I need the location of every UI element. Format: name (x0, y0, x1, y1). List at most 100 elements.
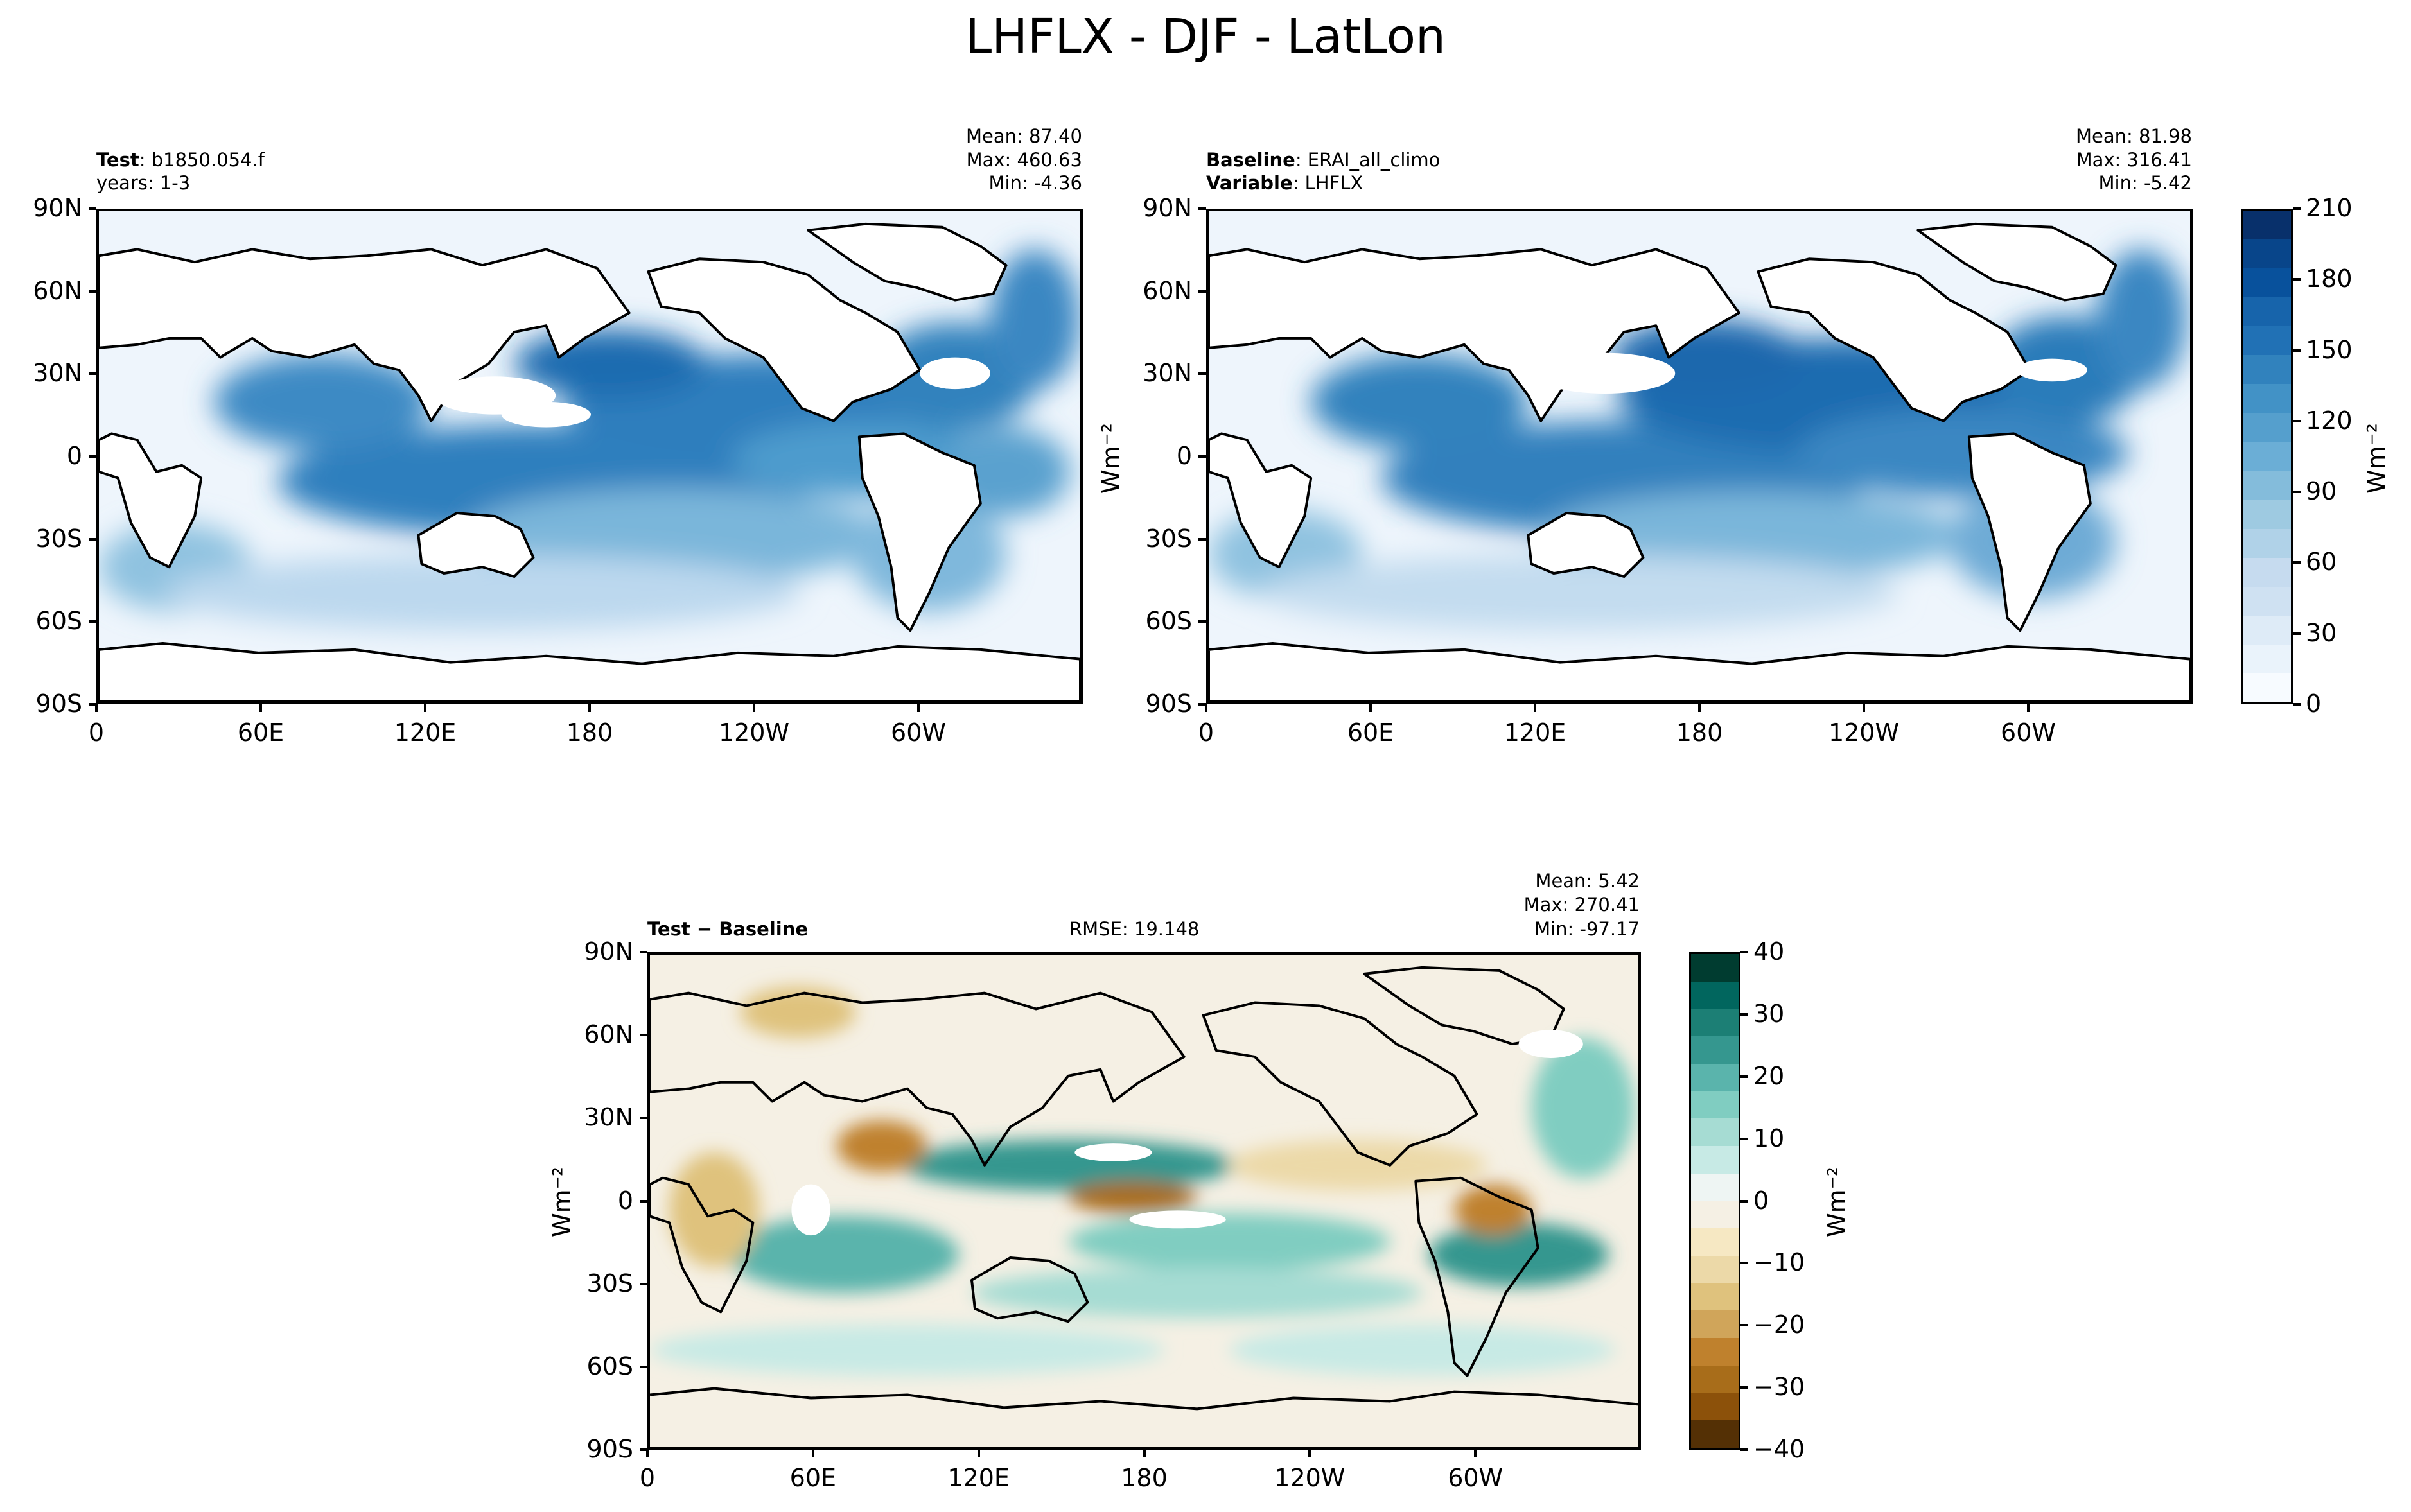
diff-lon-tickmark-5 (1474, 1450, 1477, 1457)
top-colorbar-color-12 (2243, 326, 2291, 356)
test-lat-tick-6: 90S (35, 690, 82, 718)
diff-colorbar-tick-4: 0 (1753, 1186, 1769, 1215)
baseline-lat-tick-6: 90S (1145, 690, 1192, 718)
baseline-label: Baseline: ERAI_all_climo (1206, 149, 1440, 171)
test-lon-tickmark-5 (917, 704, 920, 712)
top-colorbar-tickmark-0 (2293, 207, 2301, 210)
diff-lat-tick-1: 60N (584, 1020, 633, 1049)
diff-colorbar-color-0 (1691, 1420, 1739, 1448)
diff-colorbar (1689, 952, 1740, 1450)
top-colorbar-color-6 (2243, 500, 2291, 529)
diff-lat-tickmark-6 (640, 1448, 647, 1451)
top-colorbar-tick-7: 0 (2306, 690, 2322, 718)
baseline-lon-tick-5: 60W (2001, 718, 2056, 747)
test-lon-tick-2: 120E (394, 718, 457, 747)
top-colorbar-tickmark-5 (2293, 561, 2301, 564)
diff-lat-tick-4: 30S (586, 1269, 633, 1298)
baseline-lon-tick-2: 120E (1504, 718, 1566, 747)
diff-lat-tick-6: 90S (586, 1435, 633, 1463)
top-colorbar-color-4 (2243, 557, 2291, 587)
diff-colorbar-tick-1: 30 (1753, 999, 1785, 1028)
test-lat-tickmark-2 (89, 372, 96, 376)
test-lon-tickmark-3 (588, 704, 591, 712)
top-colorbar-color-2 (2243, 615, 2291, 645)
diff-lon-tick-5: 60W (1448, 1464, 1504, 1492)
diff-lon-tickmark-3 (1143, 1450, 1146, 1457)
diff-map (647, 952, 1641, 1450)
baseline-lat-tick-5: 60S (1145, 607, 1192, 636)
test-max: Max: 460.63 (966, 149, 1082, 171)
top-colorbar-color-16 (2243, 211, 2291, 240)
test-lon-tickmark-1 (259, 704, 262, 712)
top-colorbar-tickmark-2 (2293, 349, 2301, 352)
top-colorbar-tick-0: 210 (2306, 194, 2353, 222)
diff-label: Test − Baseline (647, 918, 808, 940)
diff-colorbar-color-15 (1691, 1009, 1739, 1037)
diff-colorbar-tickmark-1 (1740, 1012, 1748, 1016)
baseline-field (1209, 211, 2190, 702)
test-map (96, 209, 1083, 704)
figure-title: LHFLX - DJF - LatLon (965, 9, 1446, 64)
baseline-lat-tick-2: 30N (1143, 359, 1192, 388)
diff-lon-tick-0: 0 (639, 1464, 656, 1492)
baseline-variable-rest: : LHFLX (1292, 172, 1363, 194)
top-colorbar-color-0 (2243, 673, 2291, 702)
diff-lat-tickmark-2 (640, 1117, 647, 1120)
top-colorbar-tick-1: 180 (2306, 265, 2353, 293)
top-colorbar-color-15 (2243, 239, 2291, 269)
test-lon-tick-5: 60W (891, 718, 946, 747)
diff-colorbar-tickmark-7 (1740, 1386, 1748, 1389)
top-colorbar-tickmark-7 (2293, 703, 2301, 706)
test-lon-tick-3: 180 (566, 718, 613, 747)
top-colorbar-color-14 (2243, 268, 2291, 298)
diff-colorbar-color-10 (1691, 1146, 1739, 1174)
diff-colorbar-tick-5: −10 (1753, 1248, 1805, 1277)
diff-colorbar-color-4 (1691, 1310, 1739, 1339)
top-colorbar-color-3 (2243, 586, 2291, 616)
test-lat-tickmark-1 (89, 290, 96, 293)
top-colorbar-color-1 (2243, 644, 2291, 673)
top-colorbar-tickmark-1 (2293, 278, 2301, 281)
baseline-mean: Mean: 81.98 (2075, 125, 2192, 147)
test-lon-tick-0: 0 (88, 718, 105, 747)
baseline-lon-tickmark-5 (2027, 704, 2030, 712)
baseline-lon-tickmark-3 (1698, 704, 1701, 712)
test-min: Min: -4.36 (988, 172, 1082, 194)
baseline-variable-bold: Variable (1206, 172, 1293, 194)
baseline-lon-tick-4: 120W (1828, 718, 1900, 747)
diff-colorbar-color-1 (1691, 1393, 1739, 1421)
test-lat-tick-3: 0 (66, 442, 82, 470)
top-colorbar-tick-5: 60 (2306, 548, 2337, 577)
baseline-lon-tickmark-2 (1534, 704, 1536, 712)
diff-rmse: RMSE: 19.148 (1069, 918, 1200, 940)
diff-colorbar-color-11 (1691, 1118, 1739, 1147)
diff-lon-tickmark-4 (1308, 1450, 1311, 1457)
baseline-lon-tickmark-4 (1863, 704, 1865, 712)
diff-lat-tickmark-0 (640, 951, 647, 953)
top-colorbar-color-5 (2243, 528, 2291, 558)
diff-lon-tickmark-2 (977, 1450, 980, 1457)
diff-colorbar-tickmark-2 (1740, 1075, 1748, 1078)
top-colorbar-tick-6: 30 (2306, 618, 2337, 647)
baseline-lon-tick-1: 60E (1347, 718, 1394, 747)
diff-lon-tick-3: 180 (1121, 1464, 1168, 1492)
baseline-lon-tickmark-0 (1205, 704, 1207, 712)
diff-colorbar-color-8 (1691, 1201, 1739, 1229)
baseline-lat-tick-4: 30S (1145, 524, 1192, 553)
diff-lat-tick-3: 0 (617, 1186, 633, 1215)
diff-colorbar-label: Wm⁻² (1823, 1167, 1851, 1237)
test-lat-tick-5: 60S (35, 607, 82, 636)
baseline-lat-tickmark-5 (1198, 620, 1206, 623)
diff-colorbar-tick-0: 40 (1753, 937, 1785, 966)
test-lat-tick-0: 90N (33, 194, 82, 222)
baseline-lat-tickmark-3 (1198, 455, 1206, 458)
baseline-variable: Variable: LHFLX (1206, 172, 1363, 194)
baseline-min: Min: -5.42 (2098, 172, 2192, 194)
test-lat-tickmark-0 (89, 207, 96, 210)
diff-min: Min: -97.17 (1534, 918, 1640, 940)
baseline-lat-tick-3: 0 (1176, 442, 1192, 470)
diff-colorbar-tick-7: −30 (1753, 1373, 1805, 1402)
test-years: years: 1-3 (96, 172, 191, 194)
test-label: Test: b1850.054.f (96, 149, 265, 171)
top-colorbar-color-9 (2243, 413, 2291, 442)
